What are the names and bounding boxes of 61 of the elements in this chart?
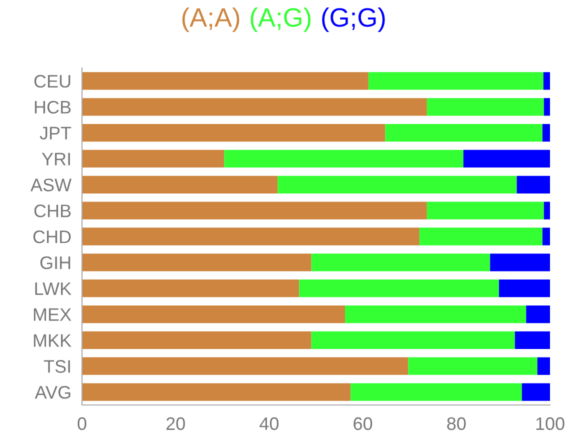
y-tick-label: MEX [34,308,72,321]
bar [385,124,543,142]
bar [544,202,550,220]
text: (G;G) [322,7,385,32]
bar [278,176,517,194]
bar [516,176,550,194]
bar [490,254,550,272]
y-tick-label: AVG [34,386,70,399]
bar [542,124,550,142]
bar [82,357,408,375]
bar [82,254,312,272]
y-tick-label: YRI [42,152,70,166]
text: (A;G) [250,7,310,32]
y-tick-label: HCB [34,100,71,114]
bar [82,331,312,350]
y-tick-label: GIH [40,256,70,270]
bar [82,280,300,298]
bar [82,202,427,220]
bar [345,305,526,324]
bar [82,383,351,401]
bar [82,124,386,142]
bar [311,331,515,350]
y-tick-label: CHB [34,204,71,218]
bar [299,280,499,298]
y-tick-label: TSI [44,360,70,373]
bar [82,98,427,116]
bar [542,228,550,246]
bar [82,150,224,168]
bar [82,176,278,194]
y-tick-label: ASW [30,178,72,192]
bar [419,228,543,246]
y-tick-label: LWK [35,282,72,295]
bar [311,254,490,272]
bar [426,202,544,220]
bar [498,280,550,298]
bar [526,305,550,324]
bar [350,383,522,401]
y-tick-label: MKK [34,334,72,347]
bar [426,98,544,116]
y-tick-label: CEU [34,74,70,88]
bar [368,72,544,90]
x-tick-label: 0 [78,417,86,430]
bar [514,331,550,350]
x-tick-label: 100 [536,417,564,430]
bar [543,72,550,90]
bar [544,98,550,116]
bar [82,228,420,246]
y-tick-label: JPT [40,126,72,140]
x-tick-label: 40 [260,417,279,430]
bar [224,150,464,168]
bar [408,357,538,375]
bar [82,72,368,90]
x-tick-label: 20 [166,417,185,430]
bar [522,383,550,401]
series-label: (A;A) [182,7,240,32]
bar [537,357,550,375]
x-tick-label: 80 [447,417,466,430]
bar [463,150,550,168]
x-tick-label: 60 [354,417,372,430]
y-tick-label: CHD [33,230,71,244]
bar [82,305,346,324]
